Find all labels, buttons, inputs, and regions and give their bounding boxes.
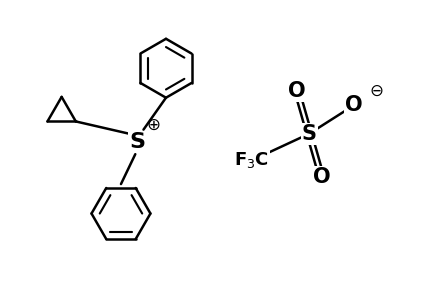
Text: S: S (129, 132, 145, 152)
Text: $\oplus$: $\oplus$ (146, 116, 160, 134)
Text: $\ominus$: $\ominus$ (370, 82, 384, 100)
Text: O: O (288, 81, 306, 101)
Text: F$_3$C: F$_3$C (234, 150, 269, 170)
Text: S: S (302, 124, 316, 144)
Text: O: O (313, 167, 330, 187)
Text: O: O (346, 95, 363, 115)
